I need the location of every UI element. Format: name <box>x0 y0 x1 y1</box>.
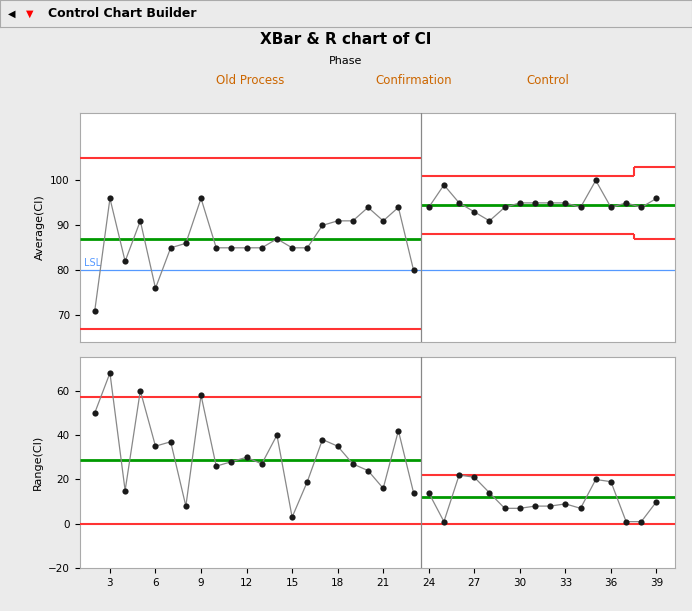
Point <box>453 470 464 480</box>
Point <box>135 386 146 395</box>
Point <box>560 198 571 208</box>
Point <box>468 207 480 217</box>
Point <box>241 452 252 462</box>
Point <box>529 198 540 208</box>
Text: Old Process: Old Process <box>216 74 284 87</box>
Point <box>424 488 435 498</box>
Point <box>514 503 525 513</box>
Text: Control: Control <box>527 74 570 87</box>
Point <box>514 198 525 208</box>
Point <box>484 488 495 498</box>
Point <box>150 441 161 451</box>
Point <box>181 501 192 511</box>
Point <box>286 243 298 253</box>
Point <box>271 234 282 244</box>
Text: Confirmation: Confirmation <box>375 74 452 87</box>
Text: ◀: ◀ <box>8 9 16 19</box>
Point <box>499 202 510 212</box>
Point <box>621 198 632 208</box>
Point <box>636 517 647 527</box>
Point <box>226 457 237 467</box>
Point <box>226 243 237 253</box>
Point <box>196 194 207 203</box>
Point <box>529 501 540 511</box>
Point <box>210 243 221 253</box>
Point <box>651 194 662 203</box>
Point <box>484 216 495 225</box>
Point <box>89 306 100 316</box>
Point <box>302 477 313 486</box>
Text: LSL: LSL <box>84 258 101 268</box>
Point <box>89 408 100 418</box>
Point <box>317 434 328 444</box>
Point <box>104 368 116 378</box>
Text: XBar & R chart of CI: XBar & R chart of CI <box>260 32 432 47</box>
Point <box>286 512 298 522</box>
Point <box>651 497 662 507</box>
Point <box>590 475 601 485</box>
Point <box>332 216 343 225</box>
Point <box>606 202 617 212</box>
Point <box>363 202 374 212</box>
Point <box>378 216 389 225</box>
Point <box>378 483 389 493</box>
Point <box>545 198 556 208</box>
Point <box>120 486 131 496</box>
Point <box>545 501 556 511</box>
Y-axis label: Range(CI): Range(CI) <box>33 435 42 491</box>
Point <box>165 243 176 253</box>
Point <box>408 265 419 275</box>
Point <box>302 243 313 253</box>
Text: Control Chart Builder: Control Chart Builder <box>48 7 197 20</box>
Point <box>453 198 464 208</box>
Point <box>575 202 586 212</box>
Point <box>181 238 192 248</box>
Point <box>165 437 176 447</box>
Point <box>241 243 252 253</box>
Point <box>363 466 374 475</box>
Point <box>120 257 131 266</box>
Point <box>408 488 419 498</box>
Point <box>347 216 358 225</box>
Point <box>424 202 435 212</box>
Point <box>150 284 161 293</box>
Text: Phase: Phase <box>329 56 363 66</box>
Point <box>575 503 586 513</box>
Point <box>439 180 450 190</box>
Point <box>104 194 116 203</box>
Point <box>621 517 632 527</box>
Point <box>256 459 267 469</box>
Point <box>560 499 571 509</box>
Point <box>499 503 510 513</box>
Point <box>468 472 480 482</box>
Point <box>271 430 282 440</box>
Point <box>636 202 647 212</box>
Point <box>393 426 404 436</box>
Point <box>606 477 617 486</box>
Point <box>210 461 221 471</box>
Y-axis label: Average(CI): Average(CI) <box>35 195 45 260</box>
Point <box>439 517 450 527</box>
Point <box>347 459 358 469</box>
Point <box>256 243 267 253</box>
Point <box>590 175 601 185</box>
Point <box>317 221 328 230</box>
Point <box>393 202 404 212</box>
Point <box>135 216 146 225</box>
Point <box>332 441 343 451</box>
Text: ▼: ▼ <box>26 9 34 19</box>
Point <box>196 390 207 400</box>
